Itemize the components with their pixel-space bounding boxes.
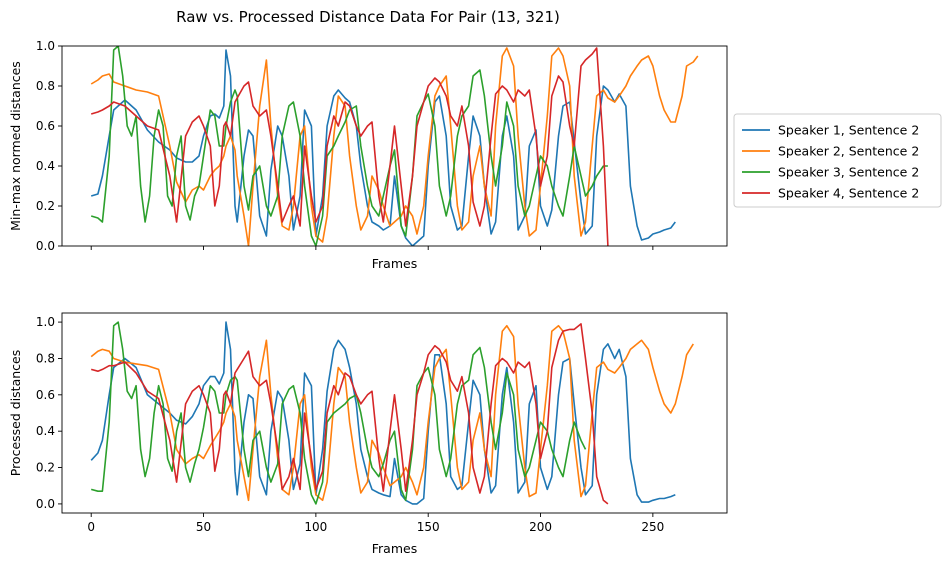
series-line-1 [90,49,676,246]
axes-frame [61,45,728,247]
y-tick-label: 0.6 [36,388,55,402]
series-group [90,321,694,505]
series-line-3 [90,46,608,246]
y-tick-label: 0.0 [36,239,55,253]
panels: 0.0 0.2 0.4 0.6 0.8 1.0 Frames Min-max normed d… [8,39,728,556]
x-tick-label: 0 [87,520,95,534]
legend-entry-label: Speaker 2, Sentence 2 [778,144,919,159]
series-line-4 [90,47,609,246]
panel-bottom: 0 50 100 150 200 250 0.0 0.2 0.4 0.6 0.8 1.0 Frames P… [8,312,728,556]
panel-top: 0.0 0.2 0.4 0.6 0.8 1.0 Frames Min-max normed d… [8,39,728,271]
y-tick-label: 0.2 [36,199,55,213]
y-tick-label: 1.0 [36,315,55,329]
series-line-1 [90,321,676,505]
series-line-4 [90,323,609,505]
y-axis-label: Min-max normed distances [8,61,23,231]
x-tick-label: 100 [304,520,327,534]
axes-frame [61,312,728,514]
legend-entry-label: Speaker 3, Sentence 2 [778,165,919,180]
series-group [90,46,699,246]
x-tick-label: 200 [529,520,552,534]
x-tick-label: 250 [641,520,664,534]
legend-entry-label: Speaker 4, Sentence 2 [778,186,919,201]
y-tick-label: 0.2 [36,461,55,475]
y-axis-label: Processed distances [8,350,23,477]
legend-entry-label: Speaker 1, Sentence 2 [778,123,919,138]
legend: Speaker 1, Sentence 2 Speaker 2, Sentence… [733,113,942,208]
y-tick-label: 0.4 [36,159,55,173]
x-axis-label: Frames [372,256,417,271]
legend-frame [733,113,942,208]
x-tick-label: 150 [417,520,440,534]
y-tick-label: 0.8 [36,351,55,365]
y-tick-label: 0.0 [36,497,55,511]
chart-title: Raw vs. Processed Distance Data For Pair… [176,8,560,26]
y-tick-label: 0.6 [36,119,55,133]
series-line-3 [90,321,587,505]
x-tick-label: 50 [196,520,211,534]
y-tick-label: 0.4 [36,424,55,438]
y-tick-label: 0.8 [36,79,55,93]
x-axis-label: Frames [372,541,417,556]
y-tick-label: 1.0 [36,39,55,53]
